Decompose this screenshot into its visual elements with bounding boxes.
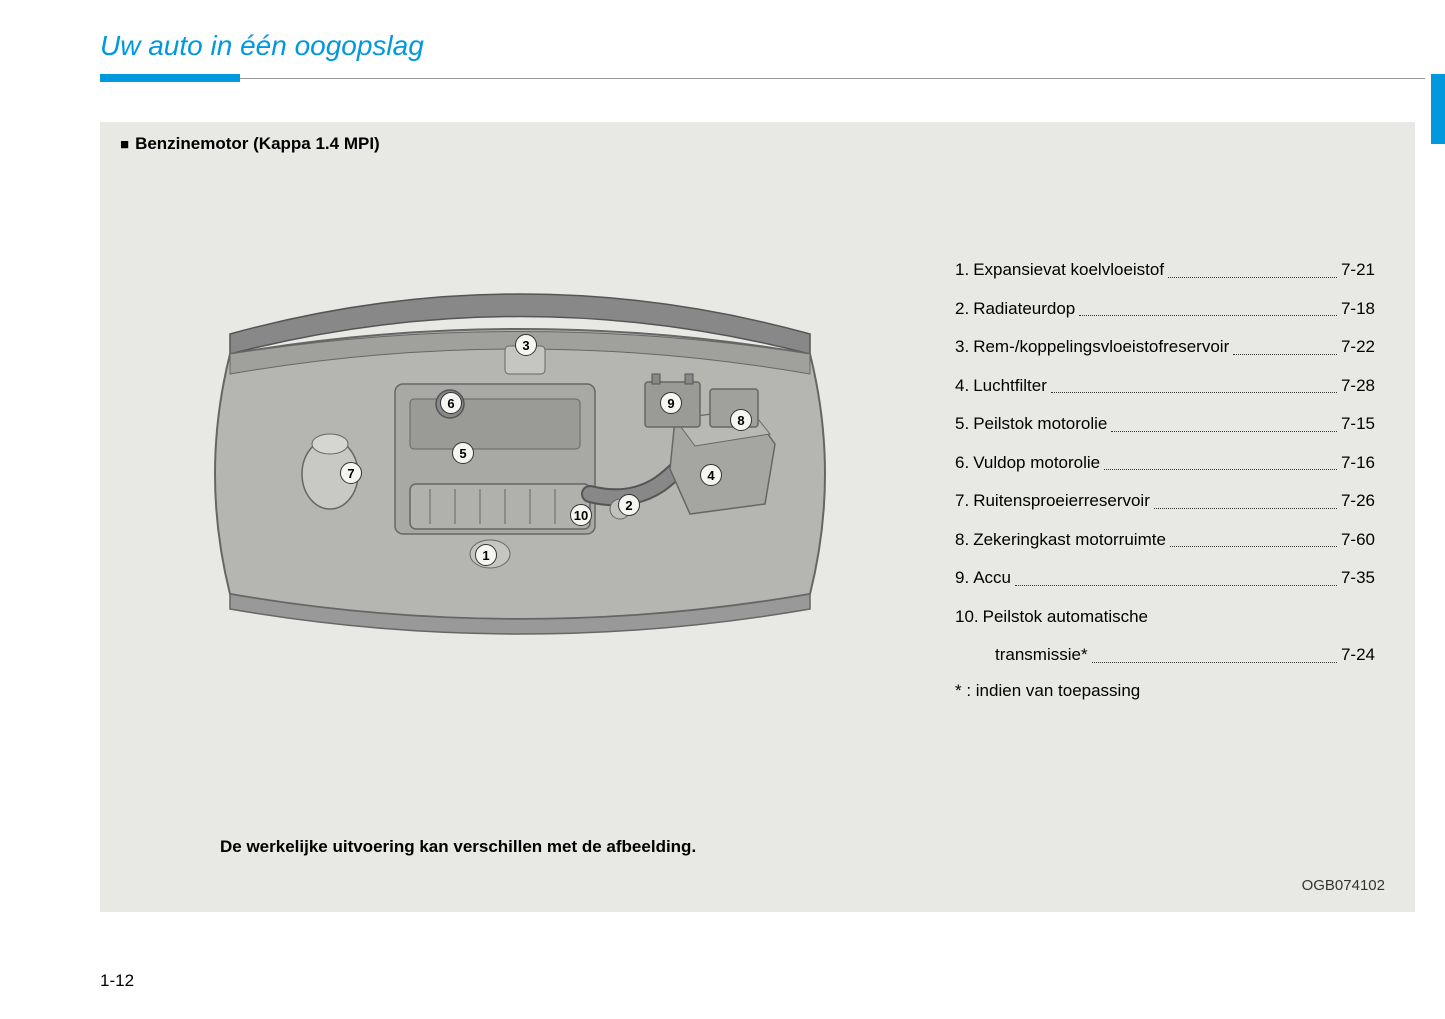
side-tab (1431, 74, 1445, 144)
content-box: ■ Benzinemotor (Kappa 1.4 MPI) (100, 122, 1415, 912)
item-num: 6. (955, 450, 969, 476)
footnote: * : indien van toepassing (955, 681, 1375, 701)
item-label: Vuldop motorolie (973, 450, 1100, 476)
item-num: 1. (955, 257, 969, 283)
page-title: Uw auto in één oogopslag (100, 30, 1445, 62)
callout-7: 7 (340, 462, 362, 484)
item-label: Zekeringkast motorruimte (973, 527, 1166, 553)
item-label: Peilstok motorolie (973, 411, 1107, 437)
item-label: Peilstok automatische (983, 604, 1148, 630)
page-header: Uw auto in één oogopslag (0, 0, 1445, 82)
list-item: 2. Radiateurdop 7-18 (955, 296, 1375, 322)
item-page: 7-15 (1341, 411, 1375, 437)
item-label: transmissie* (995, 642, 1088, 668)
list-item: 8. Zekeringkast motorruimte 7-60 (955, 527, 1375, 553)
item-page: 7-21 (1341, 257, 1375, 283)
item-dots (1079, 296, 1337, 317)
callout-9: 9 (660, 392, 682, 414)
caption: De werkelijke uitvoering kan verschillen… (220, 837, 696, 857)
item-label: Radiateurdop (973, 296, 1075, 322)
item-dots (1051, 373, 1337, 394)
item-num: 2. (955, 296, 969, 322)
list-item-cont: transmissie* 7-24 (955, 642, 1375, 668)
header-gray-line (240, 78, 1425, 79)
item-dots (1170, 527, 1337, 548)
item-label: Rem-/koppelingsvloeistofreservoir (973, 334, 1229, 360)
item-dots (1104, 450, 1337, 471)
square-bullet-icon: ■ (120, 136, 129, 153)
image-code: OGB074102 (1302, 877, 1385, 894)
callout-8: 8 (730, 409, 752, 431)
item-page: 7-24 (1341, 642, 1375, 668)
callout-3: 3 (515, 334, 537, 356)
list-item: 7. Ruitensproeierreservoir 7-26 (955, 488, 1375, 514)
item-num: 8. (955, 527, 969, 553)
item-num: 3. (955, 334, 969, 360)
list-item: 1. Expansievat koelvloeistof 7-21 (955, 257, 1375, 283)
item-page: 7-26 (1341, 488, 1375, 514)
callout-1: 1 (475, 544, 497, 566)
callout-6: 6 (440, 392, 462, 414)
item-page: 7-16 (1341, 450, 1375, 476)
item-page: 7-28 (1341, 373, 1375, 399)
item-label: Luchtfilter (973, 373, 1047, 399)
item-label: Ruitensproeierreservoir (973, 488, 1150, 514)
item-dots (1015, 565, 1337, 586)
callout-2: 2 (618, 494, 640, 516)
engine-diagram: 1 2 3 4 5 6 7 8 9 10 (170, 274, 870, 654)
item-dots (1111, 411, 1337, 432)
list-item: 6. Vuldop motorolie 7-16 (955, 450, 1375, 476)
engine-illustration (170, 274, 870, 654)
list-item: 10. Peilstok automatische (955, 604, 1375, 630)
item-page: 7-22 (1341, 334, 1375, 360)
item-num: 4. (955, 373, 969, 399)
item-dots (1168, 257, 1337, 278)
item-dots (1092, 642, 1337, 663)
item-label: Accu (973, 565, 1011, 591)
item-page: 7-18 (1341, 296, 1375, 322)
parts-list: 1. Expansievat koelvloeistof 7-21 2. Rad… (955, 257, 1375, 701)
section-title: ■ Benzinemotor (Kappa 1.4 MPI) (120, 134, 1395, 154)
item-num: 7. (955, 488, 969, 514)
page-number: 1-12 (100, 971, 134, 991)
item-page: 7-35 (1341, 565, 1375, 591)
item-num: 9. (955, 565, 969, 591)
item-dots (1154, 488, 1337, 509)
header-blue-bar (100, 74, 240, 82)
item-label: Expansievat koelvloeistof (973, 257, 1164, 283)
callout-5: 5 (452, 442, 474, 464)
item-dots (1233, 334, 1337, 355)
callout-4: 4 (700, 464, 722, 486)
list-item: 5. Peilstok motorolie 7-15 (955, 411, 1375, 437)
item-num: 5. (955, 411, 969, 437)
list-item: 3. Rem-/koppelingsvloeistofreservoir 7-2… (955, 334, 1375, 360)
item-num: 10. (955, 604, 979, 630)
section-title-text: Benzinemotor (Kappa 1.4 MPI) (135, 134, 380, 153)
item-page: 7-60 (1341, 527, 1375, 553)
callout-10: 10 (570, 504, 592, 526)
header-divider (100, 74, 1445, 82)
list-item: 9. Accu 7-35 (955, 565, 1375, 591)
list-item: 4. Luchtfilter 7-28 (955, 373, 1375, 399)
